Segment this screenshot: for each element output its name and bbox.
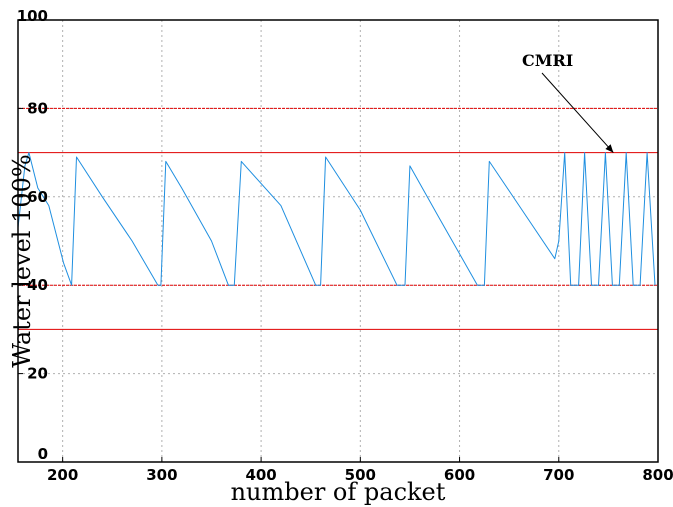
x-tick-label: 400 [245, 466, 276, 484]
series-line [17, 152, 656, 286]
ticks: 200 300 400 500 600 700 800 0 20 40 60 80 100 [17, 7, 673, 484]
annotation-arrow [541, 72, 614, 153]
x-tick-label: 300 [146, 466, 177, 484]
y-tick-label: 100 [17, 7, 48, 25]
x-tick-label: 500 [345, 466, 376, 484]
y-tick-label: 80 [27, 99, 48, 117]
annotation-arrowhead [605, 144, 614, 153]
y-tick-label: 0 [38, 445, 48, 463]
y-tick-label: 20 [27, 365, 48, 383]
threshold-lines [18, 107, 658, 330]
x-axis-title: number of packet [231, 478, 446, 506]
y-tick-label: 40 [27, 276, 48, 294]
x-tick-label: 200 [47, 466, 78, 484]
series-layer [17, 152, 656, 286]
x-tick-label: 700 [543, 466, 574, 484]
x-tick-label: 800 [642, 466, 673, 484]
y-axis-title: Water level 100% [8, 154, 36, 367]
annotation-label: CMRI [522, 51, 573, 70]
annotation-layer: CMRI [522, 51, 614, 153]
y-tick-label: 60 [27, 188, 48, 206]
axes-frame [17, 19, 659, 463]
x-tick-label: 600 [444, 466, 475, 484]
